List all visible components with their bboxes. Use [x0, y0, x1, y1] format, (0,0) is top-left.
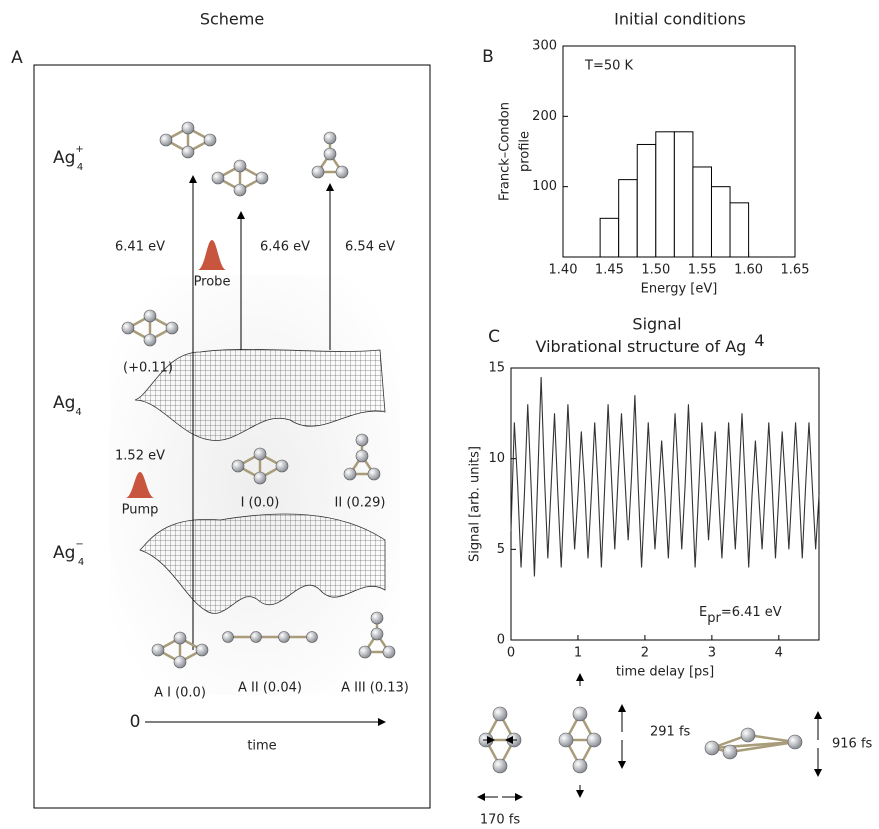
panel-label: A: [11, 48, 23, 68]
y-axis-label: Signal [arb. units]: [468, 446, 483, 562]
level-label: Ag− 4: [53, 539, 84, 568]
level-label: Ag+ 4: [53, 144, 84, 173]
histogram-bar: [618, 179, 638, 258]
y-tick-label: 300: [532, 39, 557, 54]
histogram-bar: [655, 131, 675, 258]
panel-label: B: [482, 47, 494, 67]
x-tick-label: 1.45: [595, 263, 624, 278]
histogram-bar: [599, 217, 620, 258]
energy-offset: (+0.11): [123, 361, 173, 376]
probe-energy: 6.54 eV: [345, 240, 395, 255]
annotation: =6.41 eV: [721, 605, 782, 620]
isomer-label: A II (0.04): [238, 681, 302, 696]
probe-energy: 6.41 eV: [115, 240, 165, 255]
pump-label: Pump: [122, 503, 159, 518]
level-label: Ag4: [53, 393, 82, 418]
molecule: [704, 727, 803, 760]
level-sup: +: [75, 144, 83, 155]
annotation: E: [699, 605, 707, 620]
isomer-label: A I (0.0): [154, 686, 206, 701]
chart: 0 1 2 3 4 0 5 10 15 time delay [ps] Signal [arb. u…: [468, 361, 820, 680]
x-axis-label: Energy [eV]: [641, 282, 718, 297]
panel-a: Scheme A Ag+ 4 Ag4 Ag− 4 6.41 eV 6.46 eV 6…: [11, 10, 431, 809]
x-tick-label: 1: [574, 646, 582, 661]
y-tick-label: 0: [497, 633, 505, 648]
histogram-bar: [729, 202, 750, 258]
panel-subtitle-sup: 4: [754, 331, 764, 350]
x-tick-label: 2: [641, 646, 649, 661]
panel-label: C: [488, 327, 500, 347]
modes: 291 fs 916 fs 170 fs: [477, 673, 873, 828]
y-tick-label: 15: [488, 361, 505, 376]
level-sub: 4: [75, 407, 81, 418]
x-tick-label: 3: [708, 646, 716, 661]
probe-pulse: [198, 240, 226, 270]
time-label: time: [247, 739, 276, 754]
histogram-bar: [673, 131, 694, 258]
x-tick-label: 1.40: [549, 263, 578, 278]
chart: 1.40 1.45 1.50 1.55 1.60 1.65 100 200 300 Energy …: [498, 39, 810, 297]
annotation-sub: pr: [707, 611, 721, 626]
mode-period: 291 fs: [650, 725, 691, 740]
x-tick-label: 1.65: [781, 263, 810, 278]
panel-title: Initial conditions: [614, 10, 746, 29]
neutral-surface: [134, 349, 386, 441]
y-tick-label: 200: [532, 109, 557, 124]
panel-subtitle: Vibrational structure of Ag: [535, 337, 746, 356]
panel-title: Signal: [632, 315, 681, 334]
level-sub: 4: [77, 162, 83, 173]
x-tick-label: 0: [507, 646, 515, 661]
y-axis-label: profile: [518, 131, 533, 172]
molecule: [557, 705, 603, 775]
mode-period: 170 fs: [480, 813, 521, 828]
level-sup: −: [75, 539, 83, 550]
probe-label: Probe: [194, 275, 231, 290]
histogram-bar: [692, 166, 712, 258]
mode-period: 916 fs: [832, 737, 873, 752]
anion-surface: [139, 513, 386, 614]
x-axis-label: time delay [ps]: [616, 665, 714, 680]
panel-subtitle: Vibrational structure of Ag 4: [535, 331, 764, 356]
isomer-label: A III (0.13): [341, 681, 409, 696]
isomer-label: I (0.0): [241, 496, 280, 511]
x-tick-label: 1.55: [688, 263, 717, 278]
panel-title: Scheme: [200, 10, 264, 29]
pump-pulse: [126, 472, 154, 498]
level-label: Ag: [53, 393, 75, 413]
y-tick-label: 100: [532, 179, 557, 194]
y-axis-label: Franck–Condon: [498, 102, 513, 201]
x-tick-label: 4: [775, 646, 783, 661]
x-tick-label: 1.60: [734, 263, 763, 278]
background-shade: [110, 275, 400, 695]
level-sub: 4: [78, 557, 84, 568]
x-tick-label: 1.50: [641, 263, 670, 278]
histogram-bar: [636, 143, 657, 258]
y-tick-label: 5: [497, 542, 505, 557]
time-origin: 0: [130, 712, 141, 732]
y-tick-label: 10: [488, 451, 505, 466]
annotation: T=50 K: [584, 59, 634, 74]
pump-energy: 1.52 eV: [115, 449, 165, 464]
histogram-bar: [710, 186, 731, 258]
annotation: Epr=6.41 eV: [699, 605, 782, 626]
level-label: Ag: [53, 148, 75, 168]
probe-energy: 6.46 eV: [260, 240, 310, 255]
signal-line: [510, 377, 820, 577]
level-label: Ag: [53, 543, 75, 563]
isomer-label: II (0.29): [335, 496, 386, 511]
